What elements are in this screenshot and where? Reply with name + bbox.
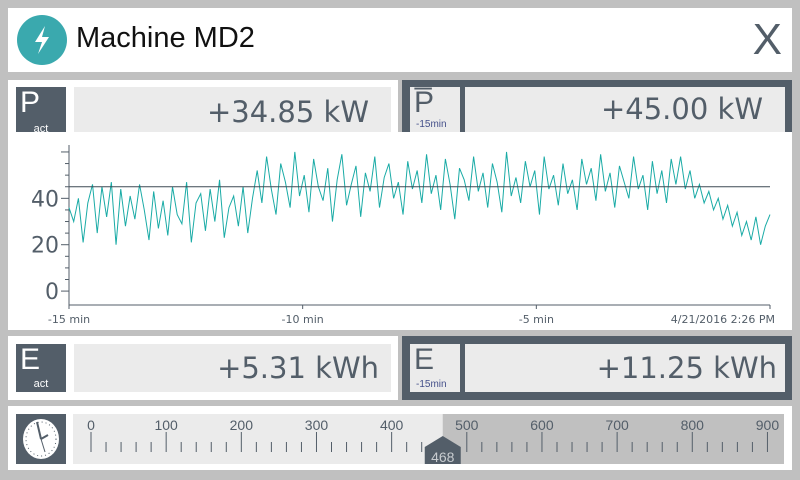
subscript: -15min xyxy=(416,119,447,130)
subscript: act xyxy=(33,123,49,135)
energy-last15-label: E -15min xyxy=(410,344,460,392)
x-tick-label: -15 min xyxy=(48,313,90,326)
power-chart: 0 20 40 -15 min -10 min -5 min 4/21/2016 2:26 … xyxy=(8,132,792,330)
power-average-value: +45.00 kW xyxy=(465,87,785,132)
energy-actual-panel: E act +5.31 kWh xyxy=(8,336,398,400)
slider-tick-label: 900 xyxy=(756,417,780,433)
power-series-line xyxy=(68,151,771,245)
symbol: E xyxy=(414,344,435,376)
header: Machine MD2 X xyxy=(8,8,792,72)
y-tick-label: 20 xyxy=(31,234,59,259)
time-slider-panel: 0 100 200 300 400 500 600 700 800 900 468 xyxy=(8,406,792,470)
page-title: Machine MD2 xyxy=(76,22,255,54)
slider-tick-label: 300 xyxy=(305,417,329,433)
power-actual-label: P act xyxy=(16,87,66,137)
slider-tick-label: 100 xyxy=(154,417,178,433)
energy-actual-value: +5.31 kWh xyxy=(74,344,391,392)
slider-tick-label: 600 xyxy=(530,417,554,433)
slider-tick-label: 700 xyxy=(605,417,629,433)
slider-tick-label: 200 xyxy=(230,417,254,433)
symbol: E xyxy=(20,344,41,376)
x-tick-label: -5 min xyxy=(519,313,554,326)
subscript: act xyxy=(33,378,49,390)
x-tick-label: -10 min xyxy=(282,313,324,326)
slider-handle[interactable] xyxy=(424,436,461,464)
slider-remaining-range xyxy=(442,414,784,464)
subscript: -15min xyxy=(416,379,447,390)
y-tick-label: 0 xyxy=(45,280,59,305)
energy-last15-value: +11.25 kWh xyxy=(465,344,785,392)
slider-tick-label: 500 xyxy=(455,417,479,433)
slider-svg[interactable]: 0 100 200 300 400 500 600 700 800 900 468 xyxy=(73,414,784,465)
power-average-panel: P̅ -15min +45.00 kW xyxy=(402,80,792,132)
power-actual-panel: P act +34.85 kW xyxy=(8,80,398,137)
y-tick-label: 40 xyxy=(31,187,59,212)
energy-last15-panel: E -15min +11.25 kWh xyxy=(402,336,792,400)
energy-actual-label: E act xyxy=(16,344,66,392)
power-average-label: P̅ -15min xyxy=(410,87,460,132)
slider-tick-label: 800 xyxy=(681,417,705,433)
close-button[interactable]: X xyxy=(752,15,782,64)
slider-tick-label: 400 xyxy=(380,417,404,433)
lightning-bolt-icon xyxy=(17,15,67,65)
chart-svg: 0 20 40 -15 min -10 min -5 min 4/21/2016 2:26 … xyxy=(31,145,775,326)
clock-icon xyxy=(16,414,66,464)
x-tick-label: 4/21/2016 2:26 PM xyxy=(671,313,775,326)
symbol: P̅ xyxy=(414,87,435,119)
time-slider[interactable]: 0 100 200 300 400 500 600 700 800 900 468 xyxy=(73,414,784,465)
slider-tick-label: 0 xyxy=(87,417,95,433)
slider-value-label: 468 xyxy=(431,449,455,464)
symbol: P xyxy=(20,87,41,119)
power-actual-value: +34.85 kW xyxy=(74,87,391,137)
